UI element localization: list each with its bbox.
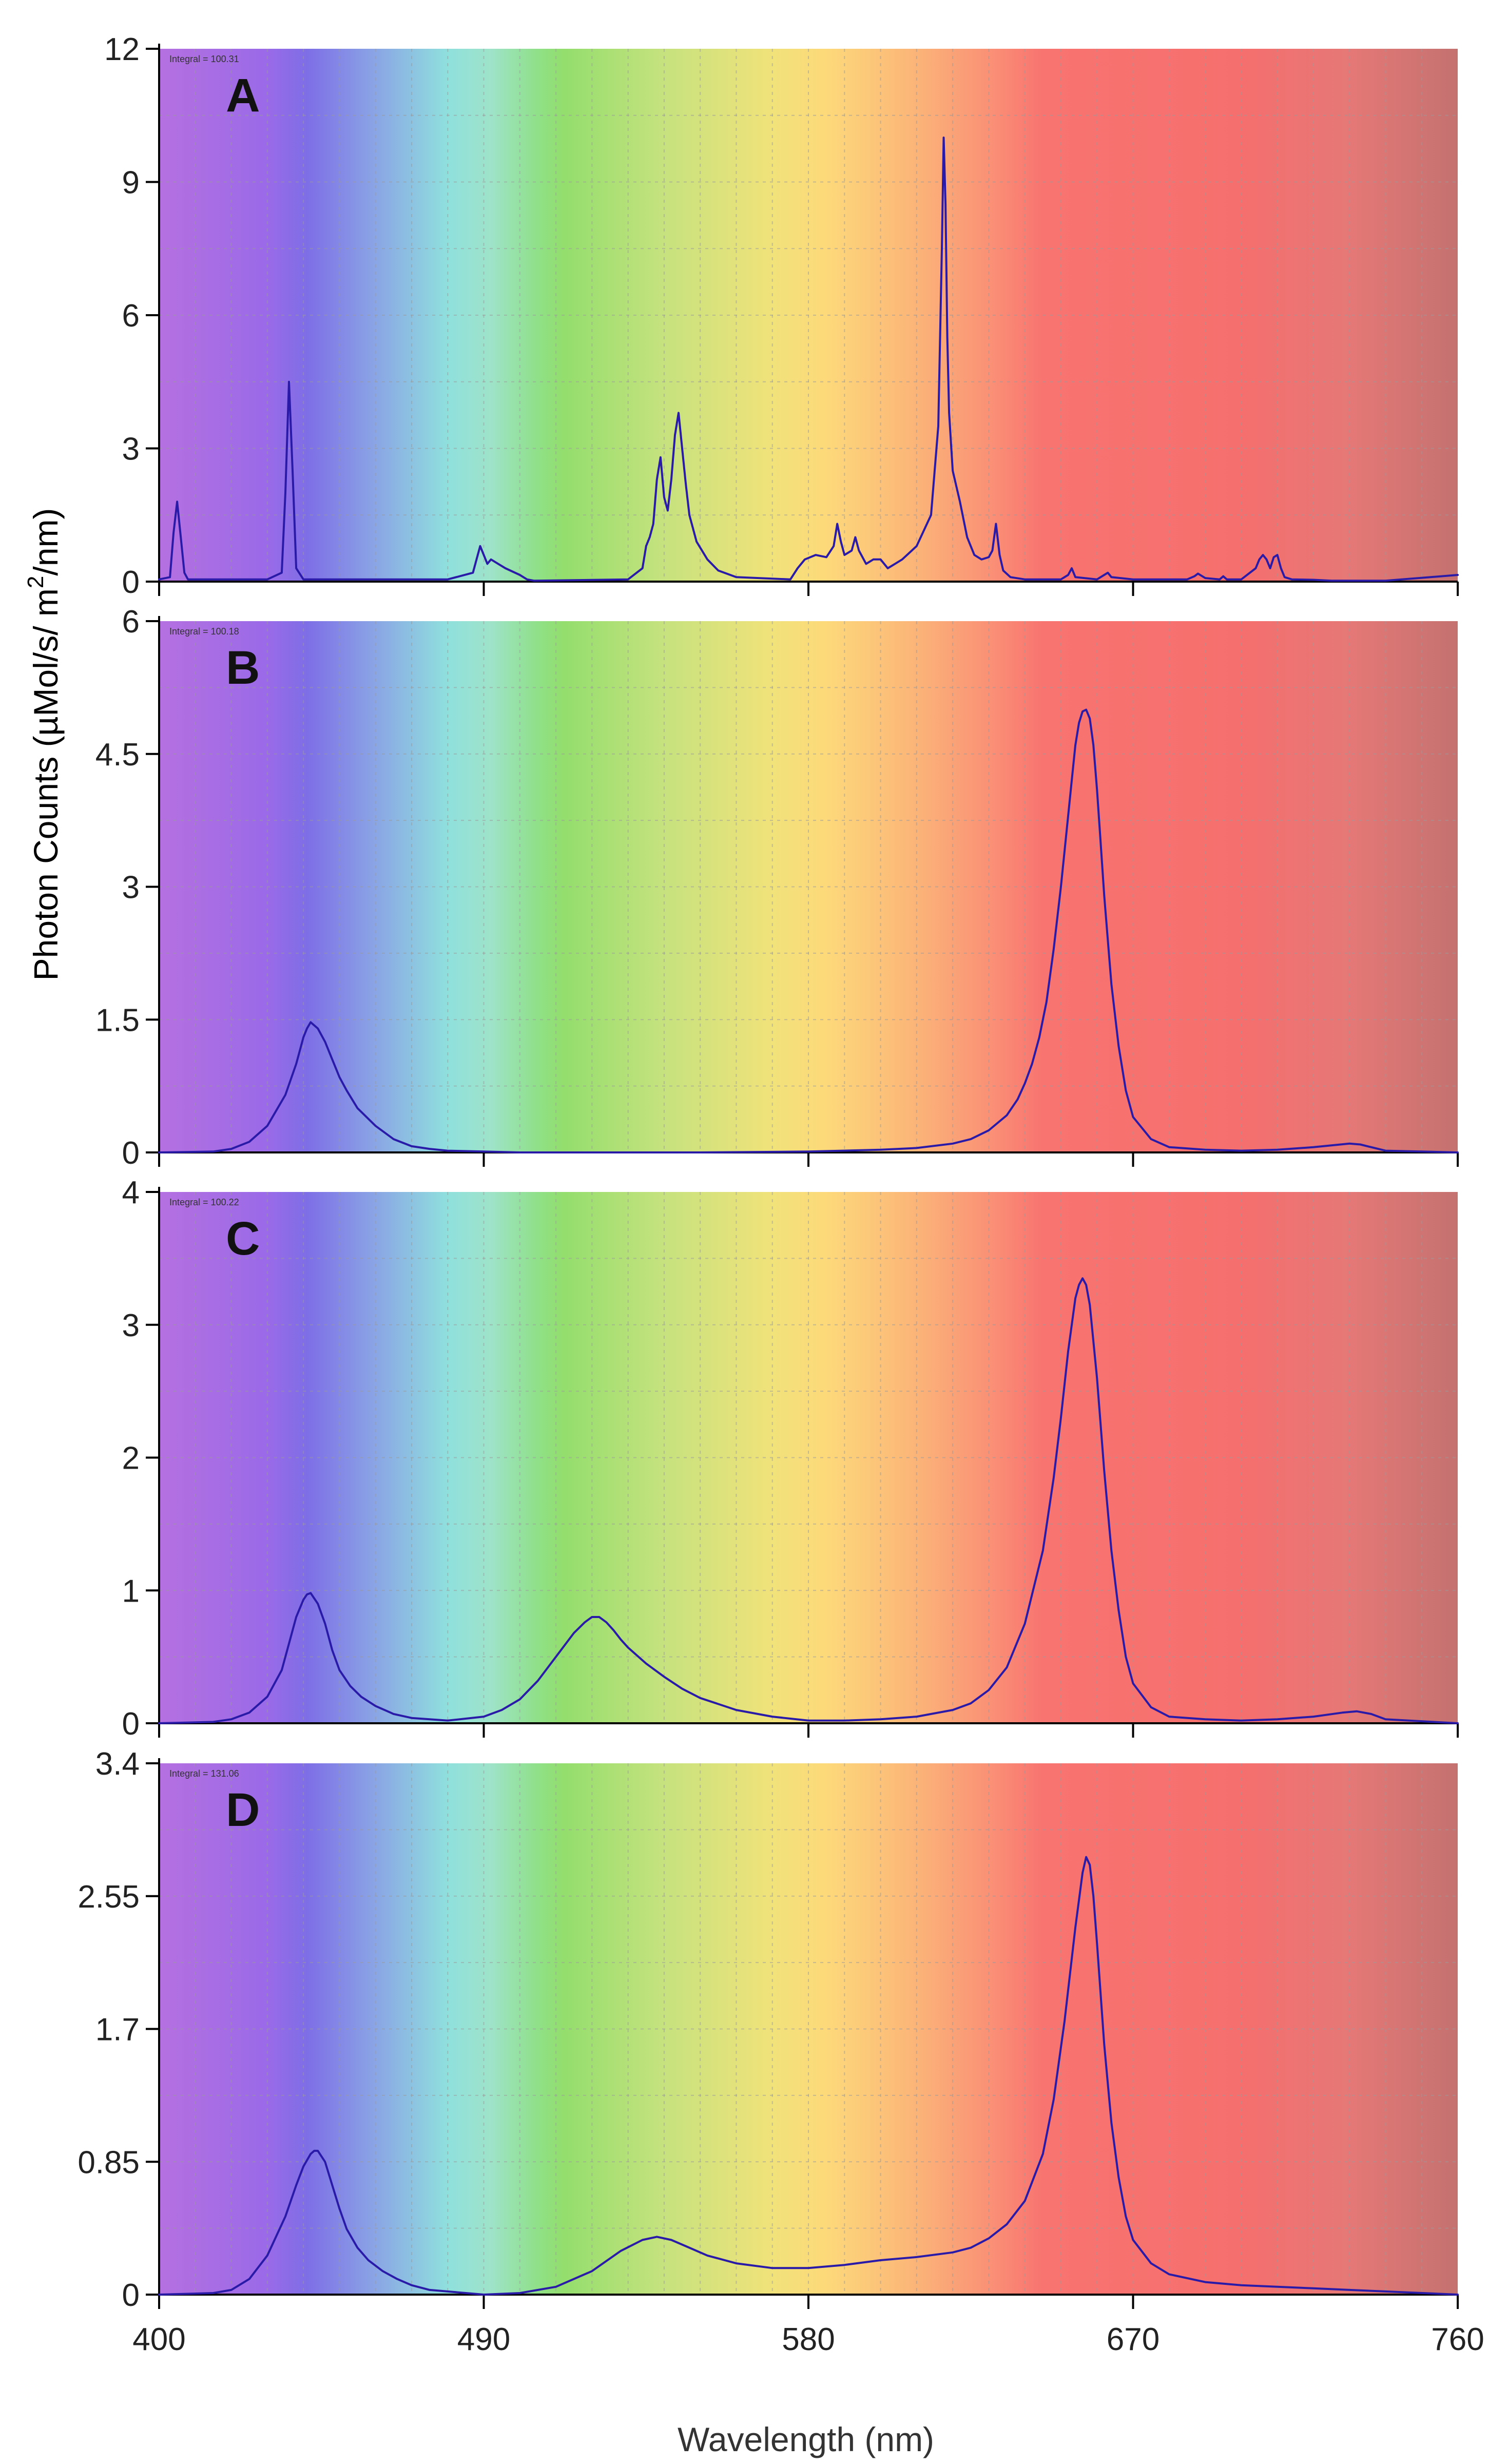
x-tick-label: 580 (782, 2322, 835, 2357)
y-tick-label: 9 (122, 165, 140, 201)
series-line-c (158, 1277, 1459, 1724)
integral-annotation: Integral = 100.22 (169, 1197, 239, 1207)
integral-annotation: Integral = 131.06 (169, 1768, 239, 1779)
y-axis-label: Photon Counts (µMol/s/ m2/nm) (23, 508, 65, 981)
series-line-b (158, 708, 1459, 1153)
y-tick-label: 0 (122, 1706, 140, 1742)
y-tick-label: 4 (122, 1175, 140, 1210)
integral-annotation: Integral = 100.18 (169, 626, 239, 637)
y-tick-label: 2.55 (78, 1879, 140, 1915)
y-tick-label: 1.7 (95, 2012, 140, 2048)
panel-letter: C (226, 1212, 260, 1265)
y-tick-label: 6 (122, 604, 140, 640)
y-tick-label: 3.4 (95, 1746, 140, 1782)
y-tick-label: 3 (122, 1308, 140, 1343)
y-tick-label: 0.85 (78, 2145, 140, 2180)
x-tick-label: 760 (1431, 2322, 1484, 2357)
y-tick-label: 3 (122, 870, 140, 906)
y-tick-label: 0 (122, 2278, 140, 2313)
y-tick-label: 3 (122, 432, 140, 467)
y-tick-label: 12 (104, 32, 140, 67)
series-line-d (158, 1856, 1459, 2296)
panel-letter: B (226, 642, 260, 694)
y-tick-label: 6 (122, 298, 140, 334)
panel-d: 0 0.85 1.7 2.55 3.4 Integral = 131.06 D (78, 1746, 1459, 2313)
y-axis-label-suffix: /nm) (27, 508, 65, 576)
series-line-a (158, 137, 1459, 582)
y-axis-label-superscript: 2 (23, 576, 48, 588)
x-tick-label: 670 (1107, 2322, 1160, 2357)
y-tick-label: 1.5 (95, 1003, 140, 1038)
y-tick-label: 0 (122, 565, 140, 600)
y-tick-label: 1 (122, 1573, 140, 1609)
y-tick-label: 4.5 (95, 737, 140, 773)
x-tick-label: 490 (457, 2322, 510, 2357)
x-axis-label: Wavelength (nm) (678, 2420, 934, 2458)
panel-a: 0 3 6 9 12 Integral = 100.31 A (104, 32, 1459, 600)
y-tick-label: 0 (122, 1135, 140, 1171)
panel-letter: A (226, 69, 260, 122)
integral-annotation: Integral = 100.31 (169, 54, 239, 64)
x-tick-label: 400 (132, 2322, 185, 2357)
panel-b: 0 1.5 3 4.5 6 Integral = 100.18 B (95, 604, 1459, 1171)
panel-letter: D (226, 1784, 260, 1836)
y-tick-label: 2 (122, 1441, 140, 1476)
y-axis-label-prefix: Photon Counts (µMol/s/ m (27, 588, 65, 980)
panel-c: 0 1 2 3 4 Integral = 100.22 C (122, 1175, 1459, 1742)
